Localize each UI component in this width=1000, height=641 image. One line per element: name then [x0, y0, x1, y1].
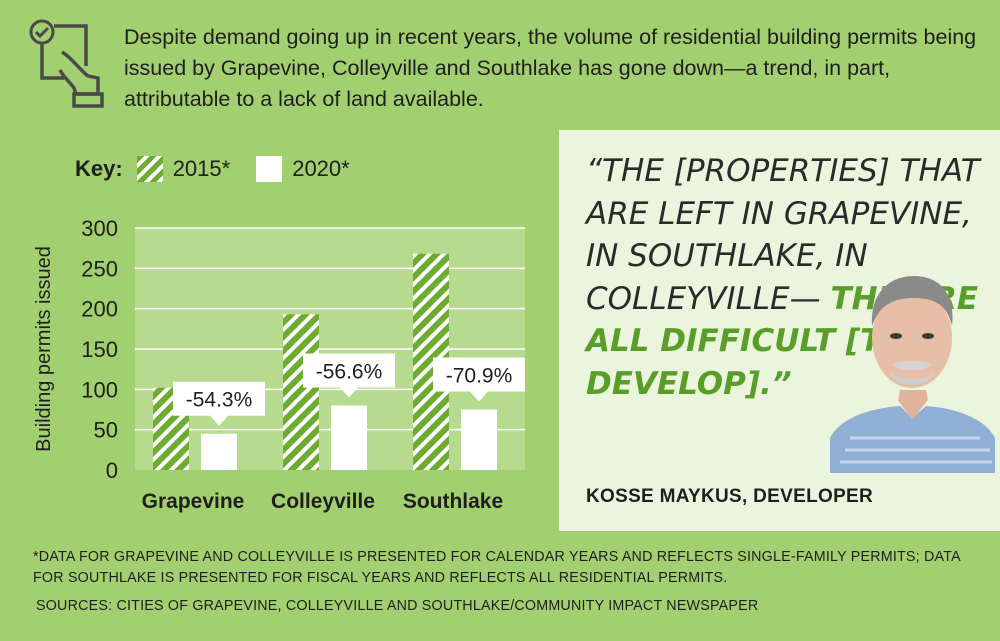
key-label-2015: 2015*: [172, 156, 231, 181]
change-label: -70.9%: [446, 365, 513, 388]
quote-part-1: “The [properties] that are left in Grape…: [586, 153, 980, 317]
developer-portrait: [830, 276, 995, 473]
key-swatch-2015: [136, 156, 163, 182]
change-callout: [173, 381, 265, 426]
x-tick-label: Grapevine: [142, 490, 245, 513]
bar-colleyville-2020: [331, 405, 367, 470]
key-label-2020: 2020*: [292, 156, 350, 181]
y-tick-label: 250: [81, 256, 118, 281]
permit-document-icon: [29, 19, 104, 108]
y-tick-label: 300: [81, 216, 118, 241]
key-swatch-2020: [256, 156, 283, 182]
y-axis-label: Building permits issued: [33, 246, 55, 452]
change-label: -56.6%: [316, 360, 383, 383]
intro-text: Despite demand going up in recent years,…: [124, 25, 977, 111]
bar-southlake-2020: [461, 409, 497, 470]
key-title: Key:: [75, 156, 123, 181]
y-tick-label: 150: [81, 337, 118, 362]
y-tick-label: 0: [106, 458, 118, 483]
x-tick-label: Southlake: [403, 490, 503, 513]
y-tick-label: 50: [94, 418, 118, 443]
change-label: -54.3%: [186, 389, 253, 412]
permits-bar-chart: 0 50 100 150 200 250 300 Building permits issue…: [33, 216, 525, 513]
quote-attribution: KOSSE MAYKUS, DEVELOPER: [586, 486, 874, 507]
bar-grapevine-2020: [201, 433, 237, 470]
chart-key: Key: 2015* 2020*: [75, 152, 376, 186]
y-tick-label: 200: [81, 297, 118, 322]
bar-colleyville-2015: [283, 314, 319, 470]
x-tick-label: Colleyville: [271, 490, 375, 513]
y-tick-label: 100: [81, 377, 118, 402]
change-callout: [433, 357, 525, 402]
change-callout: [303, 353, 395, 398]
sources: Sources: Cities of Grapevine, Colleyvill…: [36, 598, 759, 614]
footnote: *Data for Grapevine and Colleyville is p…: [33, 549, 961, 586]
